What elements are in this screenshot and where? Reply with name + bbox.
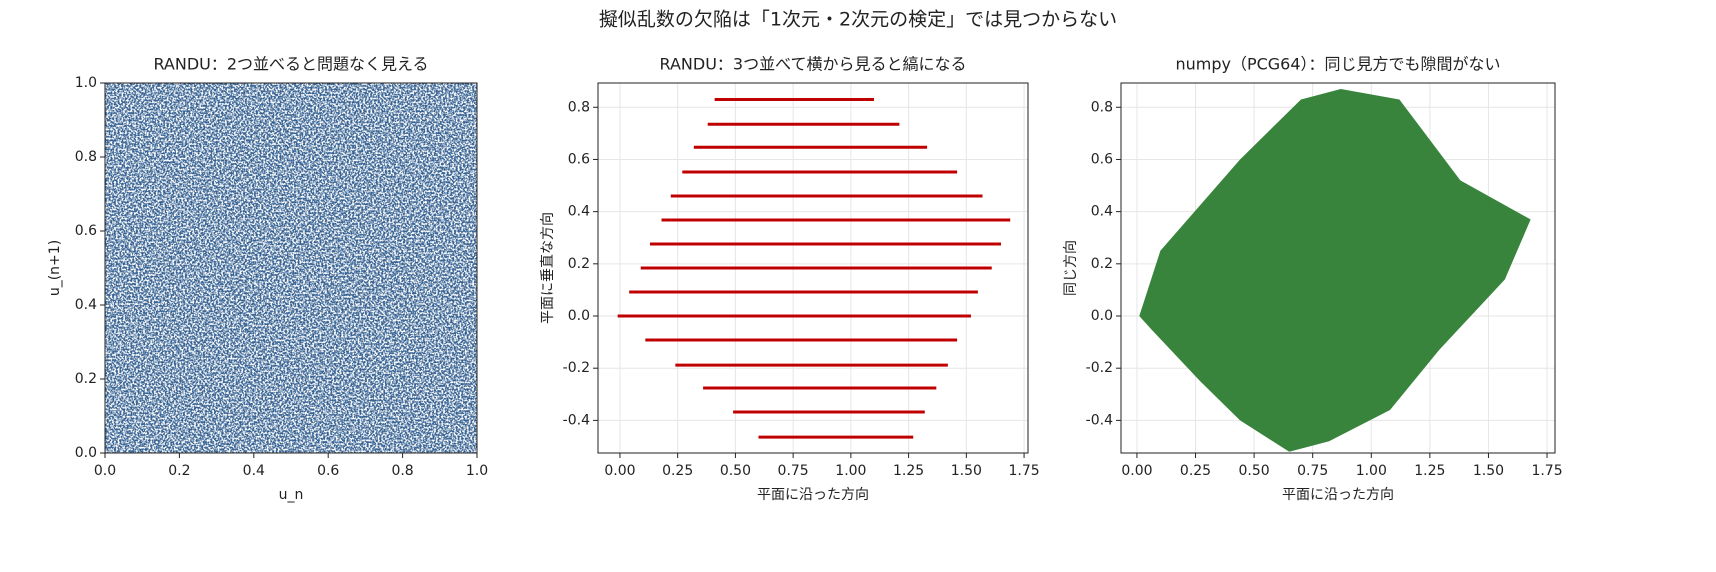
x-tick-label: 0.75 xyxy=(778,463,809,479)
x-tick-label: 1.75 xyxy=(1008,463,1039,479)
y-tick-label: 0.0 xyxy=(568,308,590,324)
y-tick-label: 0.0 xyxy=(75,445,97,461)
y-axis-label: 平面に垂直な方向 xyxy=(539,212,556,324)
y-tick-label: 0.8 xyxy=(1091,99,1113,115)
y-tick-label: 0.6 xyxy=(568,151,590,167)
y-tick-label: 0.2 xyxy=(75,371,97,387)
point-cloud xyxy=(1139,89,1531,452)
y-axis-label: 同じ方向 xyxy=(1063,240,1079,296)
plot-area xyxy=(105,83,477,453)
y-tick-label: -0.4 xyxy=(1086,412,1113,428)
x-axis-label: 平面に沿った方向 xyxy=(1282,487,1394,503)
x-tick-label: 0.50 xyxy=(1239,463,1270,479)
x-tick-label: 0.4 xyxy=(243,463,265,479)
y-tick-label: 0.0 xyxy=(1091,308,1113,324)
plot-area xyxy=(617,97,1011,439)
x-tick-label: 1.75 xyxy=(1531,463,1562,479)
point-cloud xyxy=(105,83,477,453)
x-tick-label: 1.25 xyxy=(1414,463,1445,479)
panel-title: RANDU：2つ並べると問題なく見える xyxy=(153,55,428,74)
y-tick-label: -0.4 xyxy=(563,412,590,428)
x-tick-label: 0.0 xyxy=(94,463,116,479)
plot-area xyxy=(1139,89,1531,452)
x-tick-label: 0.00 xyxy=(604,463,635,479)
panel-title: numpy（PCG64）：同じ見方でも隙間がない xyxy=(1175,55,1500,74)
x-tick-label: 0.8 xyxy=(391,463,413,479)
suptitle: 擬似乱数の欠陥は「1次元・2次元の検定」では見つからない xyxy=(599,9,1117,31)
x-tick-label: 0.6 xyxy=(317,463,339,479)
y-tick-label: 0.8 xyxy=(568,99,590,115)
y-tick-label: 0.6 xyxy=(1091,151,1113,167)
x-tick-label: 1.50 xyxy=(1473,463,1504,479)
x-tick-label: 0.25 xyxy=(662,463,693,479)
x-axis-label: u_n xyxy=(279,487,304,503)
y-axis-label: u_(n+1) xyxy=(47,240,63,296)
y-tick-label: 0.2 xyxy=(568,256,590,272)
y-tick-label: 0.2 xyxy=(1091,256,1113,272)
x-tick-label: 0.00 xyxy=(1121,463,1152,479)
x-tick-label: 1.00 xyxy=(835,463,866,479)
y-tick-label: 1.0 xyxy=(75,75,97,91)
y-tick-label: 0.6 xyxy=(75,223,97,239)
panel-title: RANDU：3つ並べて横から見ると縞になる xyxy=(660,55,967,74)
x-tick-label: 1.25 xyxy=(893,463,924,479)
panel: 0.00 0.25 0.50 0.75 1.00 1.25 1.50 1.75 -0.4 -0.2… xyxy=(1063,55,1563,504)
y-tick-label: 0.8 xyxy=(75,149,97,165)
y-tick-label: -0.2 xyxy=(563,360,590,376)
panel: 0.0 0.2 0.4 0.6 0.8 1.0 0.0 0.2 0.4 0.6 0.8 1.0 RAND… xyxy=(47,55,488,504)
x-tick-label: 0.75 xyxy=(1297,463,1328,479)
x-tick-label: 0.25 xyxy=(1180,463,1211,479)
x-tick-label: 0.50 xyxy=(720,463,751,479)
x-tick-label: 1.00 xyxy=(1356,463,1387,479)
plot-frame xyxy=(1120,82,1556,454)
x-tick-label: 1.50 xyxy=(951,463,982,479)
y-tick-label: -0.2 xyxy=(1086,360,1113,376)
y-tick-label: 0.4 xyxy=(568,204,590,220)
panel: 0.00 0.25 0.50 0.75 1.00 1.25 1.50 1.75 -0.4 -0.2… xyxy=(539,55,1040,504)
y-tick-label: 0.4 xyxy=(75,297,97,313)
plot-frame xyxy=(104,82,478,454)
x-tick-label: 1.0 xyxy=(466,463,488,479)
x-tick-label: 0.2 xyxy=(168,463,190,479)
x-axis-label: 平面に沿った方向 xyxy=(757,487,869,503)
plot-frame xyxy=(597,82,1029,454)
y-tick-label: 0.4 xyxy=(1091,204,1113,220)
